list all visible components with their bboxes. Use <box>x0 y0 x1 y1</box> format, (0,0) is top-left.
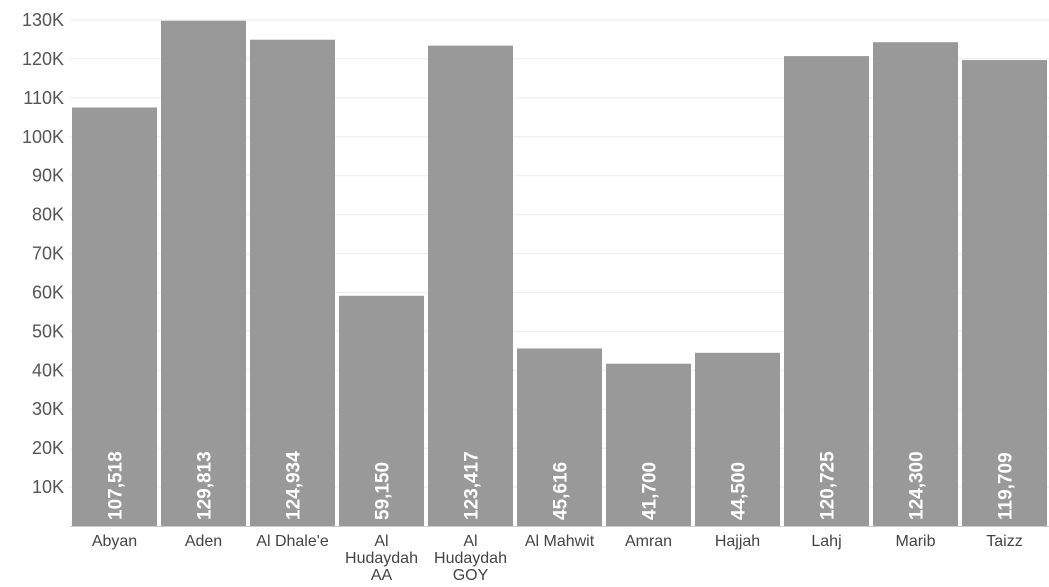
y-tick-label: 100K <box>22 127 64 147</box>
x-tick-label: Al Mahwit <box>525 533 595 550</box>
data-label: 107,518 <box>106 451 127 520</box>
y-tick-label: 120K <box>22 49 64 69</box>
y-tick-label: 90K <box>32 166 64 186</box>
data-label: 120,725 <box>818 451 839 520</box>
y-tick-label: 60K <box>32 282 64 302</box>
bar[interactable] <box>250 39 335 526</box>
y-tick-label: 130K <box>22 10 64 30</box>
bar[interactable] <box>695 352 780 526</box>
bar[interactable] <box>72 107 157 526</box>
x-tick-label: Al Dhale'e <box>256 533 329 550</box>
data-label: 119,709 <box>996 452 1017 520</box>
bar[interactable] <box>606 363 691 526</box>
y-tick-label: 70K <box>32 244 64 264</box>
bar[interactable] <box>873 42 958 526</box>
data-label: 59,150 <box>373 462 394 520</box>
y-tick-label: 30K <box>32 399 64 419</box>
x-tick-label: Al Hudaydah AA <box>345 533 418 584</box>
data-label: 123,417 <box>462 451 483 520</box>
bar[interactable] <box>517 348 602 526</box>
x-tick-label: Marib <box>895 533 935 550</box>
x-tick-label: Abyan <box>92 533 137 550</box>
x-tick-label: Al Hudaydah GOY <box>434 533 507 584</box>
y-tick-label: 40K <box>32 360 64 380</box>
y-tick-label: 10K <box>32 477 64 497</box>
bar[interactable] <box>962 60 1047 527</box>
data-label: 41,700 <box>640 462 661 520</box>
x-tick-label: Amran <box>625 533 672 550</box>
data-label: 45,616 <box>551 462 572 520</box>
data-label: 124,300 <box>907 451 928 520</box>
data-label: 44,500 <box>729 462 750 520</box>
y-tick-label: 20K <box>32 438 64 458</box>
bar[interactable] <box>428 45 513 527</box>
bar[interactable] <box>161 20 246 526</box>
bar[interactable] <box>784 56 869 526</box>
y-tick-label: 80K <box>32 205 64 225</box>
x-tick-label: Taizz <box>986 533 1022 550</box>
x-tick-label: Lahj <box>811 533 841 550</box>
y-tick-label: 50K <box>32 321 64 341</box>
y-tick-label: 110K <box>23 88 64 108</box>
data-label: 124,934 <box>284 451 305 520</box>
data-label: 129,813 <box>195 451 216 520</box>
x-tick-label: Hajjah <box>715 533 760 550</box>
bar[interactable] <box>339 295 424 526</box>
x-tick-label: Aden <box>185 533 222 550</box>
